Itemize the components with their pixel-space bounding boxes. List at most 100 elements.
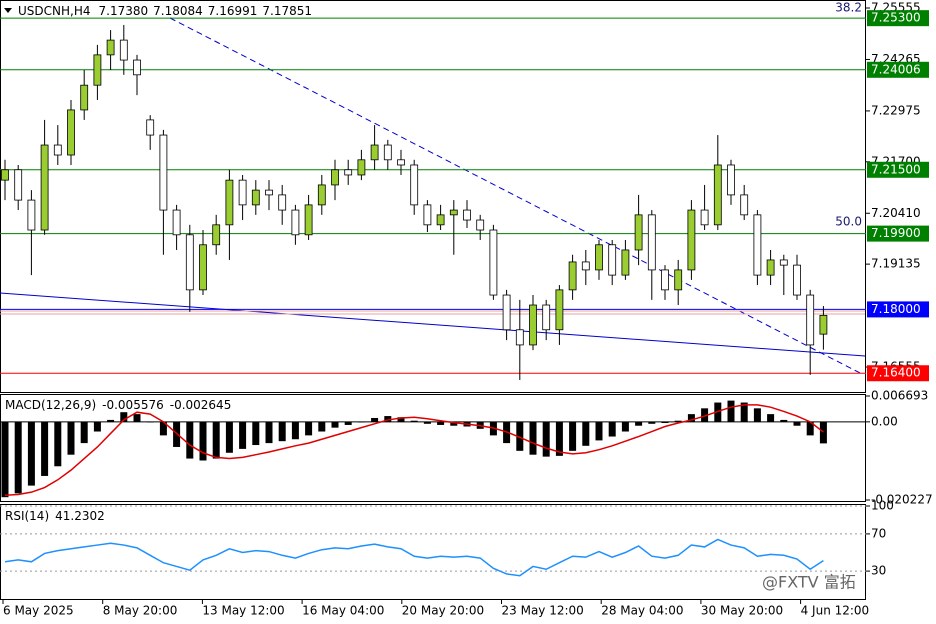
candle-body xyxy=(515,329,524,346)
level-label-box xyxy=(867,161,929,178)
candle-body xyxy=(40,144,49,231)
candle-body xyxy=(621,249,630,276)
histogram-bar xyxy=(199,421,207,461)
histogram-bar xyxy=(621,421,629,432)
candle-body xyxy=(555,289,564,331)
histogram-bar xyxy=(54,421,62,467)
histogram-bar xyxy=(371,417,379,422)
candle-body xyxy=(397,159,405,166)
histogram-bar xyxy=(67,421,75,455)
histogram-bar xyxy=(305,421,313,436)
histogram-bar xyxy=(806,421,814,436)
candle-body xyxy=(542,304,551,331)
level-label-box xyxy=(867,365,929,382)
fib-label: 50.0 xyxy=(835,215,862,229)
x-tick-label: 28 May 04:00 xyxy=(601,604,683,618)
rsi-header: RSI(14) 41.2302 xyxy=(5,509,105,523)
candle-body xyxy=(383,144,392,161)
histogram-bar xyxy=(133,414,141,422)
histogram-bar xyxy=(437,421,445,425)
x-tick-label: 20 May 20:00 xyxy=(402,604,484,618)
y-tick-label: 7.22975 xyxy=(871,103,921,117)
histogram-bar xyxy=(780,419,788,422)
histogram-bar xyxy=(635,421,643,426)
candle-body xyxy=(740,194,749,216)
candle-body xyxy=(502,294,511,331)
candle-body xyxy=(185,234,194,291)
candle-body xyxy=(766,259,775,276)
last-value: 41.2302 xyxy=(55,509,105,523)
ohlc-label: 7.18084 xyxy=(153,4,203,18)
price-panel xyxy=(0,0,866,393)
x-tick-label: 4 Jun 12:00 xyxy=(801,604,870,618)
candle-body xyxy=(172,209,181,236)
histogram-bar xyxy=(648,421,656,424)
x-tick-label: 23 May 12:00 xyxy=(502,604,584,618)
histogram-bar xyxy=(384,416,392,422)
level-label: 7.24006 xyxy=(871,62,921,76)
candle-body xyxy=(304,204,313,236)
candle-body xyxy=(608,244,617,276)
y-tick-label: -0.020227 xyxy=(871,493,933,507)
candle-body xyxy=(159,134,168,211)
histogram-bar xyxy=(107,419,115,422)
candle-body xyxy=(146,119,155,136)
histogram-bar xyxy=(318,421,326,432)
candle-body xyxy=(265,189,273,196)
level-label: 7.16400 xyxy=(871,366,921,380)
histogram-bar xyxy=(93,421,101,432)
indicator-title: RSI(14) xyxy=(5,509,49,523)
y-tick-label: 7.20410 xyxy=(871,206,921,220)
indicator-title: MACD(12,26,9) xyxy=(5,398,96,412)
symbol: USDCNH,H4 xyxy=(18,4,91,18)
level-label: 7.25300 xyxy=(871,11,921,25)
histogram-bar xyxy=(225,421,233,453)
histogram-bar xyxy=(291,421,299,440)
histogram-bar xyxy=(516,421,524,451)
x-tick-label: 13 May 12:00 xyxy=(202,604,284,618)
level-label-box xyxy=(867,225,929,242)
candle-body xyxy=(581,261,590,271)
histogram-bar xyxy=(608,421,616,437)
candle-body xyxy=(251,189,260,206)
histogram-bar xyxy=(687,414,695,422)
menu-arrow xyxy=(4,8,12,13)
level-label-box xyxy=(867,10,929,27)
candle-body xyxy=(80,84,89,111)
histogram-bar xyxy=(41,421,49,476)
candle-body xyxy=(27,199,36,231)
candle-body xyxy=(331,169,339,186)
candle-body xyxy=(14,169,23,201)
candle-body xyxy=(225,179,234,226)
candle-body xyxy=(529,304,537,346)
fib-label: 38.2 xyxy=(835,1,862,15)
histogram-bar xyxy=(740,402,748,422)
candle-body xyxy=(793,264,801,296)
candle-body xyxy=(423,204,432,226)
level-label: 7.18000 xyxy=(871,302,921,316)
candle-body xyxy=(53,144,62,156)
level-label-box xyxy=(867,301,929,318)
candle-body xyxy=(436,214,445,226)
histogram-bar xyxy=(120,412,128,422)
candle-body xyxy=(687,209,696,271)
y-tick-label: 7.19135 xyxy=(871,257,921,271)
ohlc-label: 7.16991 xyxy=(208,4,258,18)
histogram-bar xyxy=(397,417,405,422)
candle-body xyxy=(727,164,735,196)
last-value: -0.005576 xyxy=(102,398,164,412)
histogram-bar xyxy=(595,421,603,441)
histogram-bar xyxy=(186,421,194,459)
x-tick-label: 16 May 04:00 xyxy=(302,604,384,618)
candle-body xyxy=(647,214,656,271)
histogram-bar xyxy=(80,421,88,444)
histogram-bar xyxy=(727,400,735,422)
level-label-box xyxy=(867,61,929,78)
candle-body xyxy=(476,219,485,231)
histogram-bar xyxy=(239,421,247,449)
signal-line xyxy=(4,404,824,497)
histogram-bar xyxy=(265,421,273,444)
histogram-bar xyxy=(793,421,801,426)
candle-body xyxy=(700,209,709,226)
